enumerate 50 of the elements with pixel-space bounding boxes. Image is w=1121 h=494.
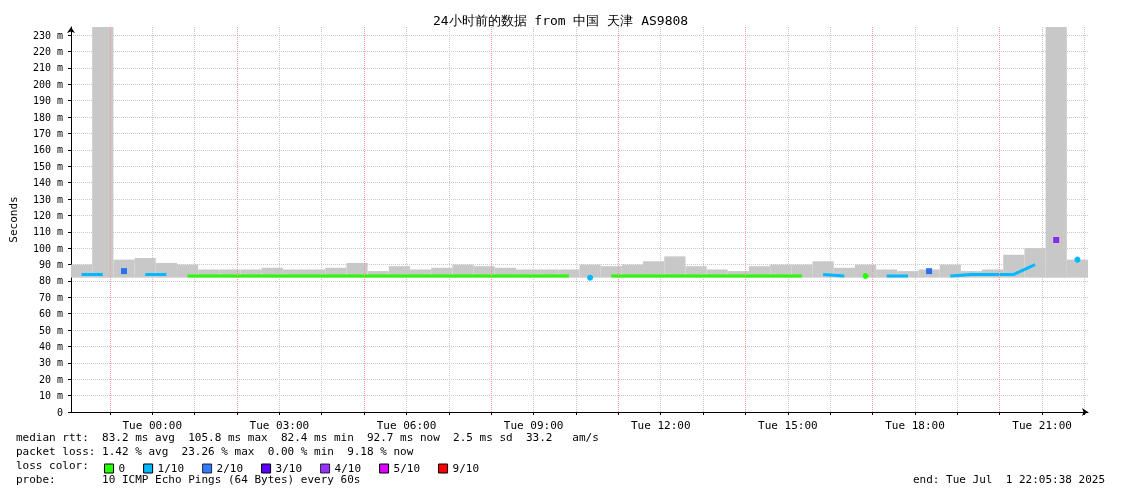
text: end: Tue Jul 1 22:05:38 2025 — [912, 473, 1106, 486]
legend-label: 2/10 — [216, 462, 244, 475]
y-tick-label: 20 m — [38, 373, 63, 385]
text: median rtt: 83.2 ms avg 105.8 ms max 82.4 ms min 92.7 ms now 2.5 ms sd 33.2 am/s — [16, 431, 599, 444]
legend-label: 4/10 — [334, 462, 362, 475]
y-tick-label: 230 m — [32, 29, 63, 41]
y-tick-label: 120 m — [32, 209, 63, 221]
x-tick-label: Tue 21:00 — [1012, 419, 1072, 432]
y-tick-label: 190 m — [32, 95, 63, 107]
y-tick-label: 70 m — [38, 291, 63, 303]
x-tick-label: Tue 00:00 — [122, 419, 183, 432]
y-tick-label: 50 m — [38, 324, 63, 336]
point — [1074, 256, 1081, 263]
x-tick-label: Tue 15:00 — [758, 419, 818, 432]
y-tick-label: 220 m — [32, 46, 63, 58]
text: packet loss: 1.42 % avg 23.26 % max 0.00 % min 9.18 % now — [16, 445, 414, 458]
point — [587, 274, 594, 281]
y-tick-label: 0 — [56, 406, 63, 418]
y-tick-label: 180 m — [32, 111, 63, 123]
y-tick-label: 10 m — [38, 390, 63, 402]
x-tick-label: Tue 06:00 — [376, 419, 437, 432]
y-tick-label: 210 m — [32, 62, 63, 74]
y-tick-label: 30 m — [38, 357, 63, 369]
x-tick-label: Tue 03:00 — [249, 419, 310, 432]
legend-label: 9/10 — [452, 462, 480, 475]
point — [862, 273, 869, 280]
y-tick-label: 160 m — [32, 144, 63, 156]
y-tick-label: 110 m — [32, 226, 63, 238]
y-tick-label: 100 m — [32, 242, 63, 254]
y-tick-label: 40 m — [38, 340, 63, 352]
legend-label: 3/10 — [275, 462, 303, 475]
legend-title: loss color: — [16, 459, 89, 472]
y-axis-title: Seconds — [7, 196, 20, 243]
y-tick-label: 150 m — [32, 160, 63, 172]
point — [1053, 236, 1060, 243]
legend-label: 5/10 — [393, 462, 421, 475]
text: probe: 10 ICMP Echo Pings (64 Bytes) every 60s — [16, 473, 361, 486]
y-tick-label: 60 m — [38, 308, 63, 320]
y-tick-label: 90 m — [38, 259, 63, 271]
legend-label: 1/10 — [157, 462, 185, 475]
chart-title: 24小时前的数据 from 中国 天津 AS9808 — [432, 13, 689, 28]
y-tick-label: 80 m — [38, 275, 63, 287]
legend-label: 0 — [118, 462, 126, 475]
y-tick-label: 170 m — [32, 127, 63, 139]
x-tick-label: Tue 09:00 — [503, 419, 564, 432]
y-tick-label: 130 m — [32, 193, 63, 205]
x-tick-label: Tue 12:00 — [630, 419, 691, 432]
x-tick-label: Tue 18:00 — [885, 419, 945, 432]
y-tick-label: 200 m — [32, 78, 63, 90]
y-tick-label: 140 m — [32, 177, 63, 189]
